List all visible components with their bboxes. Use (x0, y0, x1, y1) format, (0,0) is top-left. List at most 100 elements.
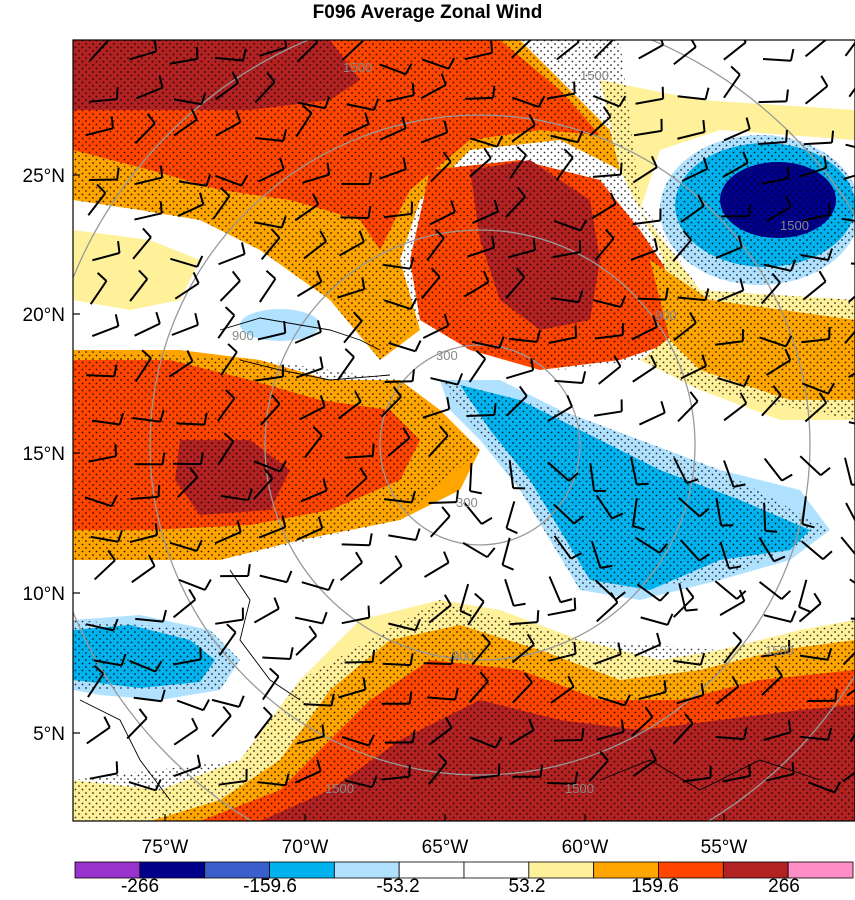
wind-barb (346, 103, 375, 111)
wind-barb (220, 351, 238, 376)
wind-barb-flag (528, 113, 536, 126)
wind-barb-flag (414, 528, 421, 541)
wind-barb-flag (443, 120, 449, 133)
wind-barb (590, 540, 602, 569)
wind-barb (129, 534, 158, 544)
wind-barb-flag (113, 364, 118, 377)
wind-barb-flag (619, 295, 627, 308)
wind-barb (303, 240, 327, 260)
wind-barb (637, 297, 666, 301)
wind-barb-flag (316, 320, 322, 333)
wind-barb (593, 299, 621, 308)
wind-barb (254, 81, 276, 104)
colorbar-swatch (787, 861, 854, 879)
wind-barb (173, 658, 201, 666)
wind-barb (134, 176, 163, 186)
wind-barb (758, 100, 787, 104)
wind-barb-flag (409, 653, 414, 666)
wind-barb (217, 397, 236, 422)
wind-barb-flag (516, 146, 527, 156)
wind-barb-flag (321, 724, 325, 737)
wind-barb-flag (739, 278, 745, 291)
wind-barb-flag (539, 764, 544, 777)
wind-barb-flag (530, 358, 535, 371)
wind-barb (294, 616, 323, 625)
wind-barb-flag (270, 228, 281, 239)
wind-barb (257, 332, 286, 341)
wind-barb (798, 602, 822, 623)
wind-barb-flag (728, 565, 741, 570)
wind-barb-flag (442, 151, 452, 163)
wind-barb-flag (790, 259, 797, 272)
wind-barb (259, 46, 287, 57)
wind-barb (800, 254, 829, 261)
wind-barb (759, 336, 787, 348)
wind-barb (509, 337, 538, 343)
wind-barb (169, 541, 198, 552)
wind-barb (548, 336, 577, 344)
wind-barb-flag (781, 473, 793, 482)
wind-barb-flag (704, 87, 710, 100)
wind-barb-flag (748, 763, 751, 777)
wind-barb-flag (700, 683, 705, 696)
wind-barb (339, 561, 363, 581)
wind-barb (422, 408, 450, 419)
wind-barb (846, 688, 855, 697)
wind-barb-flag (656, 632, 662, 645)
wind-barb-flag (110, 494, 118, 507)
wind-barb-flag (373, 98, 380, 111)
wind-barb (842, 651, 855, 666)
wind-barb (173, 118, 198, 137)
wind-barb (87, 673, 105, 698)
wind-barb-flag (455, 490, 459, 503)
wind-barb-flag (599, 750, 609, 762)
wind-barb-flag (93, 664, 104, 675)
wind-barb-flag (284, 40, 288, 48)
wind-barb-flag (154, 523, 159, 536)
wind-barb-flag (439, 425, 449, 437)
wind-barb (211, 698, 240, 708)
lon-label: 70°W (282, 837, 329, 858)
wind-barb (420, 131, 448, 144)
wind-barb (505, 276, 526, 299)
wind-barb-flag (581, 371, 587, 384)
wind-barb (638, 43, 664, 60)
wind-barb-flag (570, 552, 583, 560)
wind-barb-flag (159, 165, 164, 178)
wind-barb (589, 116, 612, 137)
wind-barb-flag (117, 530, 123, 543)
wind-barb-flag (289, 647, 294, 660)
wind-barb-flag (619, 162, 623, 175)
wind-barb (631, 498, 638, 527)
wind-barb (252, 477, 274, 500)
wind-barb (723, 74, 741, 99)
wind-barb-flag (827, 727, 833, 740)
wind-barb-flag (780, 590, 792, 600)
wind-barb-flag (202, 699, 210, 711)
wind-barb (845, 143, 855, 149)
wind-barb (428, 604, 452, 624)
wind-barb-flag (689, 312, 697, 324)
wind-barb (421, 58, 449, 70)
wind-barb (338, 241, 365, 257)
wind-barb (506, 369, 534, 380)
wind-barb-flag (821, 28, 827, 38)
wind-barb (258, 526, 286, 539)
wind-barb (845, 502, 855, 523)
wind-barb (470, 137, 498, 148)
wind-barb-flag (666, 613, 674, 626)
wind-barb-flag (404, 63, 413, 75)
colorbar-label: -266 (121, 876, 159, 897)
wind-barb-flag (189, 467, 199, 478)
wind-barb-flag (358, 230, 365, 243)
wind-barb (592, 173, 621, 178)
wind-barb-flag (483, 147, 492, 159)
wind-barb-flag (789, 48, 795, 61)
wind-barb (92, 252, 120, 262)
wind-barb-flag (644, 706, 654, 718)
wind-barb (766, 206, 792, 222)
map-title: F096 Average Zonal Wind (312, 2, 543, 23)
wind-barb (799, 455, 822, 477)
wind-barb (134, 322, 161, 337)
lon-label: 60°W (562, 837, 609, 858)
